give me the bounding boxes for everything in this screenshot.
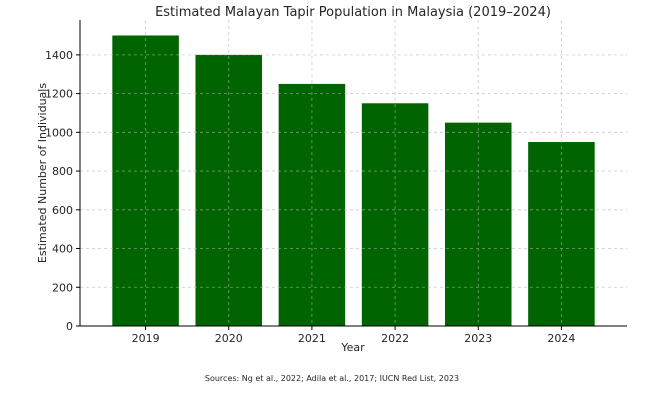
x-ticks: 2019 2020 2021 2022 2023 2024 <box>132 326 575 345</box>
y-tick-label: 800 <box>52 165 73 178</box>
bar-2019 <box>112 35 179 326</box>
y-tick-label: 1400 <box>45 49 73 62</box>
y-tick-label: 600 <box>52 204 73 217</box>
grid-overlay <box>80 20 627 327</box>
y-tick-label: 400 <box>52 243 73 256</box>
x-tick-label: 2020 <box>215 332 243 345</box>
y-tick-label: 0 <box>66 320 73 333</box>
x-axis-label: Year <box>340 341 365 354</box>
axes <box>79 20 627 327</box>
y-tick-label: 1200 <box>45 88 73 101</box>
y-tick-label: 200 <box>52 281 73 294</box>
x-tick-label: 2023 <box>464 332 492 345</box>
x-tick-label: 2024 <box>547 332 575 345</box>
bar-2021 <box>278 83 346 326</box>
y-ticks: 0 200 400 600 800 1000 1200 1400 <box>45 49 80 333</box>
chart-title: Estimated Malayan Tapir Population in Ma… <box>155 5 551 20</box>
y-tick-label: 1000 <box>45 126 73 139</box>
x-tick-label: 2022 <box>381 332 409 345</box>
sources-caption: Sources: Ng et al., 2022; Adila et al., … <box>205 374 459 383</box>
x-tick-label: 2021 <box>298 332 326 345</box>
bars <box>80 20 627 327</box>
x-tick-label: 2019 <box>132 332 160 345</box>
y-axis-label: Estimated Number of Individuals <box>36 83 49 263</box>
